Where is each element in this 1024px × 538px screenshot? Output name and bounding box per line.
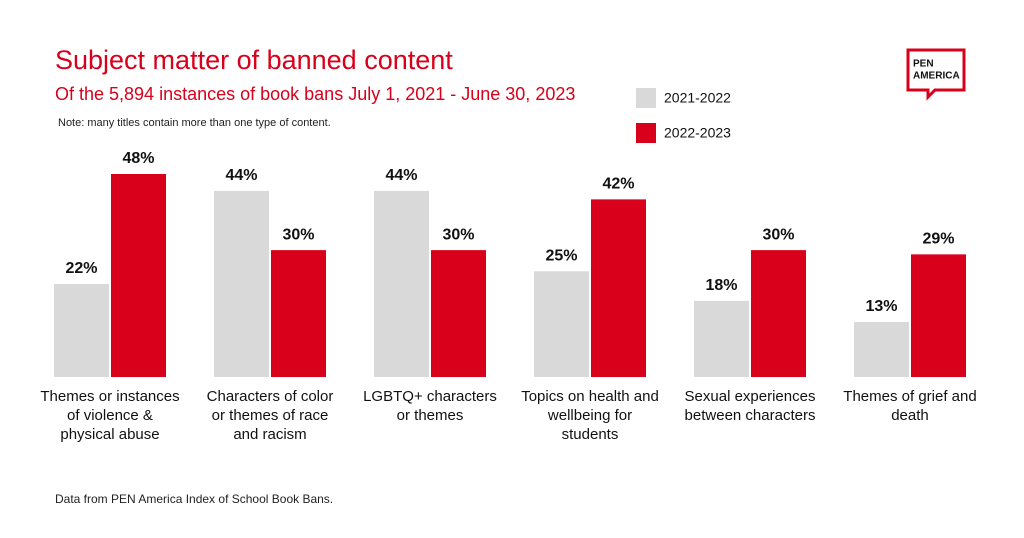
bar	[271, 250, 326, 377]
value-label: 42%	[602, 176, 634, 193]
bar	[854, 322, 909, 377]
value-label: 25%	[545, 247, 577, 264]
legend-label: 2021-2022	[664, 90, 731, 106]
x-tick-label: Themes of grief and death	[843, 388, 977, 424]
value-label: 22%	[65, 260, 97, 277]
value-label: 30%	[282, 226, 314, 243]
value-label: 44%	[225, 167, 257, 184]
legend-label: 2022-2023	[664, 125, 731, 141]
x-tick-label: Topics on health and wellbeing for stude…	[521, 388, 659, 443]
value-label: 48%	[122, 150, 154, 167]
value-label: 30%	[762, 226, 794, 243]
value-label: 18%	[705, 277, 737, 294]
bar	[591, 199, 646, 377]
logo-text: AMERICA	[913, 71, 960, 82]
bar	[694, 300, 749, 377]
value-label: 30%	[442, 226, 474, 243]
x-tick-label: Characters of color or themes of race an…	[206, 388, 334, 443]
legend-swatch	[636, 123, 656, 143]
bar	[911, 254, 966, 377]
value-label: 29%	[922, 231, 954, 248]
value-label: 44%	[385, 167, 417, 184]
value-label: 13%	[865, 298, 897, 315]
bar	[534, 271, 589, 377]
x-tick-label: Sexual experiences between characters	[684, 388, 816, 424]
chart-subtitle: Of the 5,894 instances of book bans July…	[55, 84, 575, 104]
x-tick-label: Themes or instances of violence & physic…	[40, 388, 180, 443]
note: Note: many titles contain more than one …	[58, 117, 331, 129]
legend-swatch	[636, 88, 656, 108]
chart-title: Subject matter of banned content	[55, 45, 453, 75]
x-tick-label: LGBTQ+ characters or themes	[363, 388, 497, 424]
bar	[374, 190, 429, 377]
logo-frame	[906, 48, 966, 101]
bar	[214, 190, 269, 377]
bar	[431, 250, 486, 377]
bar	[751, 250, 806, 377]
bar	[111, 174, 166, 377]
logo: PEN AMERICA	[906, 48, 966, 101]
source: Data from PEN America Index of School Bo…	[55, 492, 333, 506]
bar	[54, 283, 109, 377]
logo-text: PEN	[913, 59, 934, 70]
